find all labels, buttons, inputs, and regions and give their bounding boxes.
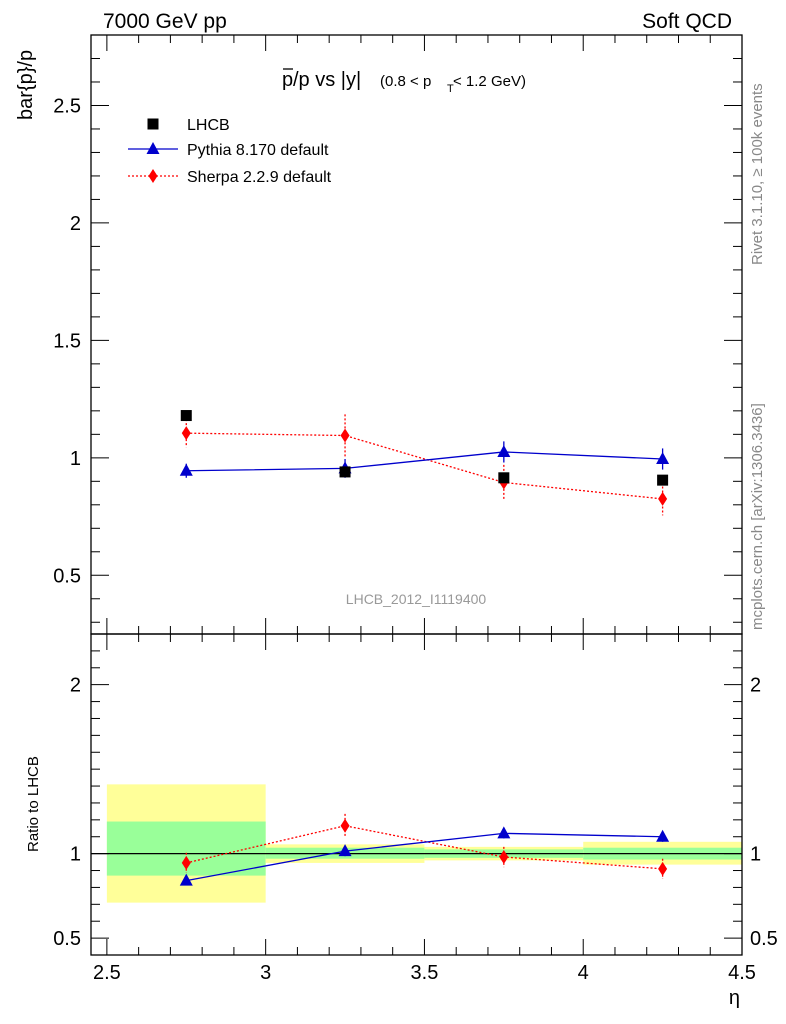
ratio-y-tick-label-right: 1 [750,844,761,866]
series-line [186,451,663,472]
data-point [498,472,510,484]
header-right: Soft QCD [642,10,732,33]
x-tick-label: 4 [578,962,589,984]
mcplots-label: mcplots.cern.ch [arXiv:1306.3436] [749,403,766,630]
data-point [181,426,191,441]
x-tick-label: 3 [260,962,271,984]
legend: LHCB Pythia 8.170 default Sherpa 2.2.9 def… [128,117,332,186]
title-range-pre: (0.8 < p [380,73,431,90]
main-y-tick-label: 1 [70,448,81,470]
main-y-axis-label: bar{p}/p [15,50,37,120]
x-tick-label: 2.5 [93,962,121,984]
ratio-text-layer: Ratio to LHCB η [25,756,740,1009]
legend-label: Pythia 8.170 default [187,142,329,159]
ratio-y-tick-label: 1 [70,844,81,866]
ratio-y-axis-label: Ratio to LHCB [25,756,42,852]
plot-title: p /p vs |y| (0.8 < p T < 1.2 GeV) [282,68,526,95]
ratio-y-tick-label: 2 [70,675,81,697]
ratio-data-marks [179,813,670,886]
x-tick-label: 3.5 [411,962,439,984]
main-plot-area [90,34,743,635]
x-tick-label: 4.5 [728,962,756,984]
data-point [658,491,668,506]
data-point [338,844,352,857]
data-point [179,463,193,476]
series-line [186,432,663,500]
main-text-layer: LHCB_2012_I1119400 bar{p}/p p /p vs |y| … [15,50,526,607]
data-point [181,855,191,870]
legend-marker [147,118,159,130]
legend-marker [146,142,160,154]
title-main: /p vs |y| [293,69,361,91]
ratio-plot-area [90,633,743,956]
watermark: LHCB_2012_I1119400 [346,591,487,607]
title-range-post: < 1.2 GeV) [453,73,526,90]
series-line [186,832,663,882]
data-point [339,466,351,478]
data-point [340,428,350,443]
data-point [657,474,669,486]
data-point [658,861,668,876]
data-point [180,410,192,422]
data-point [656,829,670,842]
main-y-tick-label: 2 [70,213,81,235]
x-axis-label: η [729,987,740,1009]
data-point [497,826,511,839]
main-y-tick-label: 1.5 [53,330,81,352]
data-point [179,873,193,886]
main-frame [90,34,743,635]
series-line [186,825,663,870]
data-point [656,451,670,464]
header-left: 7000 GeV pp [103,10,227,33]
data-point [497,444,511,457]
ratio-y-tick-label: 0.5 [53,928,81,950]
main-axis-ticks: 0.5 1 1.5 2 2.5 [53,34,743,634]
title-range-sub: T [447,83,454,95]
main-y-tick-label: 0.5 [53,565,81,587]
data-point [340,818,350,833]
legend-label: LHCB [187,117,230,134]
ratio-y-tick-label-right: 2 [750,675,761,697]
ratio-y-tick-label-right: 0.5 [750,928,778,950]
main-data-marks [179,410,670,516]
rivet-label: Rivet 3.1.10, ≥ 100k events [749,83,766,265]
legend-marker [148,169,158,183]
ratio-axis-ticks: 2.5 3 3.5 4 4.5 0.5 0.5 1 1 2 2 [53,634,778,984]
legend-label: Sherpa 2.2.9 default [187,169,332,186]
ratio-frame [90,633,743,956]
main-y-tick-label: 2.5 [53,95,81,117]
data-point [499,850,509,865]
title-pbar: p [282,69,293,91]
